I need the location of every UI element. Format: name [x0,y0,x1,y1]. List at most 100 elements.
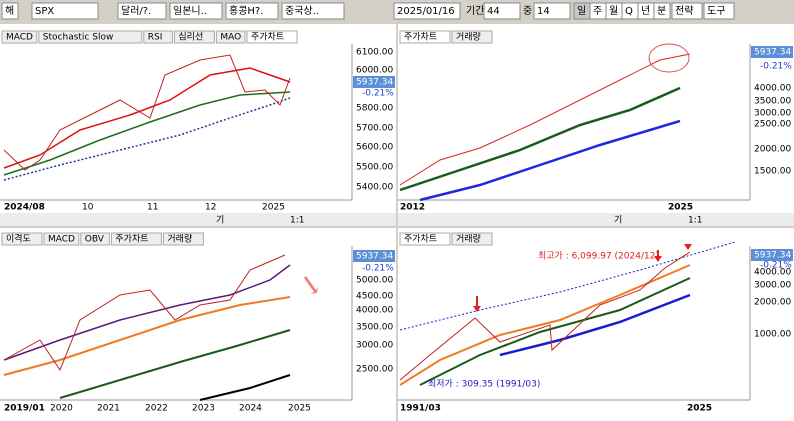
annotation: 최고가 : 6,099.97 (2024/12) [538,251,659,262]
y-axis-label: 5800.00 [356,104,393,114]
price-box [751,249,793,261]
tab-label[interactable]: RSI [148,33,163,43]
y-axis-label: 2000.00 [754,298,791,308]
toolbar-label[interactable]: 홍콩H?. [229,4,263,17]
tab-label[interactable]: 주가차트 [115,233,148,245]
annotation: 최저가 : 309.35 (1991/03) [428,379,540,390]
toolbar-label[interactable]: 주 [593,6,602,17]
toolbar-button[interactable] [1,2,19,20]
y-axis-label: 3000.00 [356,341,393,351]
tab[interactable] [162,232,204,246]
tab-label[interactable]: 심리선 [178,32,203,43]
x-axis-label: 2021 [97,404,120,414]
toolbar-label[interactable]: 월 [609,5,618,17]
x-axis-label: 2025 [262,203,285,213]
toolbar-label[interactable]: 분 [657,5,666,17]
toolbar-label[interactable]: 년 [641,5,650,17]
tool-label[interactable]: 기 [614,215,622,226]
y-axis-label: 6000.00 [356,66,393,76]
toolbar-button[interactable] [533,2,571,20]
price-label: 5937.34 [754,48,791,58]
tab[interactable] [399,232,451,246]
toolbar-button[interactable] [31,2,99,20]
toolbar-button[interactable] [671,2,703,20]
tab[interactable] [399,30,451,44]
toolbar-button[interactable] [225,2,279,20]
tab[interactable] [451,232,493,246]
toolbar-button[interactable] [393,2,461,20]
y-axis-label: 5400.00 [356,183,393,193]
panes-bg [0,24,794,421]
toolbar-label: 중 [523,5,532,17]
price-box [353,250,395,262]
tab[interactable] [43,232,80,246]
x-axis-label: 2025 [288,404,311,414]
y-axis-label: 4000.00 [356,306,393,316]
y-axis-label: 5700.00 [356,124,393,134]
tab[interactable] [1,232,43,246]
y-axis-label: 3500.00 [754,97,791,107]
toolbar-label[interactable]: 해 [5,4,14,17]
x-axis-label: 2023 [192,404,215,414]
x-axis-label: 2022 [145,404,168,414]
toolbar-label[interactable]: 일본니.. [173,5,207,17]
tab[interactable] [80,232,110,246]
change-label: -0.21% [362,264,394,274]
x-axis-label: 11 [147,203,158,213]
tab-label[interactable]: 주가차트 [404,31,437,43]
tab[interactable] [1,30,38,44]
tab-label[interactable]: 거래량 [456,233,481,245]
tab[interactable] [246,30,298,44]
price-lines [3,53,736,401]
toolbar-label[interactable]: 일 [577,5,586,17]
tab-label[interactable]: 거래량 [167,233,192,245]
toolbar-label[interactable]: 도구 [707,6,725,17]
tab[interactable] [110,232,162,246]
y-axis-label: 1500.00 [754,167,791,177]
x-axis-label: 2025 [687,404,712,414]
toolbar-label[interactable]: 전략 [675,5,693,17]
y-axis-label: 5500.00 [356,163,393,173]
toolbar-label[interactable]: Q [625,6,633,17]
tool-label[interactable]: 1:1 [688,216,702,226]
x-axis-label: 1991/03 [400,404,441,414]
tool-label[interactable]: 기 [216,215,224,226]
x-axis-label: 2024 [239,404,262,414]
toolbar-button[interactable] [169,2,223,20]
tab-label[interactable]: MAO [220,33,241,43]
tab[interactable] [38,30,143,44]
toolbar-label[interactable]: 중국상.. [285,5,319,17]
tab[interactable] [215,30,246,44]
y-axis-label: 5600.00 [356,143,393,153]
tab-label[interactable]: Stochastic Slow [43,33,114,43]
tab-label[interactable]: MACD [6,33,33,43]
tab-label[interactable]: 이격도 [6,233,31,245]
toolbar-button[interactable] [483,2,521,20]
tab-label[interactable]: 주가차트 [404,233,437,245]
change-label: -0.21% [362,89,394,99]
tab[interactable] [173,30,215,44]
toolbar-button[interactable] [653,2,671,20]
y-axis-label: 2500.00 [356,365,393,375]
toolbar-label[interactable]: 14 [537,6,550,17]
tab-label[interactable]: 거래량 [456,31,481,43]
tab[interactable] [451,30,493,44]
tab-label[interactable]: OBV [85,235,105,245]
y-axis-label: 1000.00 [754,330,791,340]
toolbar-button[interactable] [281,2,345,20]
tool-label[interactable]: 1:1 [290,216,304,226]
toolbar-label[interactable]: 44 [487,6,500,17]
tab-label[interactable]: MACD [48,235,75,245]
x-axis-label: 10 [82,203,94,213]
toolbar-button[interactable] [117,2,167,20]
toolbar-label[interactable]: 2025/01/16 [397,6,455,17]
tab[interactable] [143,30,173,44]
x-axis-label: 2020 [50,404,73,414]
toolbar-label[interactable]: SPX [35,6,54,17]
y-axis-label: 6100.00 [356,48,393,58]
toolbar-label[interactable]: 달러/?. [121,5,151,17]
change-label: -0.21% [760,62,792,72]
toolbar-button[interactable] [703,2,735,20]
tab-label[interactable]: 주가차트 [251,31,284,43]
